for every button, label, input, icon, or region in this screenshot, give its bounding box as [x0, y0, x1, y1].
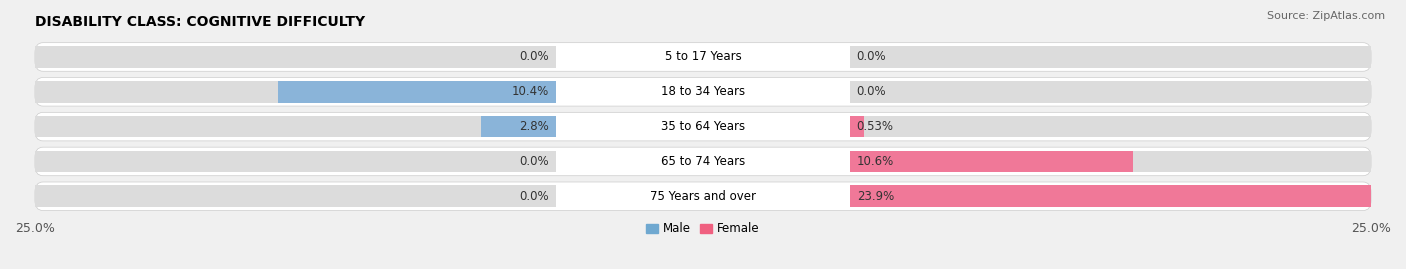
Bar [851, 151, 1133, 172]
Text: 75 Years and over: 75 Years and over [650, 190, 756, 203]
Bar [35, 81, 555, 102]
Bar [851, 116, 865, 137]
Text: 10.4%: 10.4% [512, 85, 550, 98]
Bar [851, 185, 1406, 207]
FancyBboxPatch shape [35, 182, 1371, 211]
Bar [481, 116, 555, 137]
Text: 35 to 64 Years: 35 to 64 Years [661, 120, 745, 133]
Text: Source: ZipAtlas.com: Source: ZipAtlas.com [1267, 11, 1385, 21]
Text: 0.0%: 0.0% [856, 51, 886, 63]
Text: 0.0%: 0.0% [520, 155, 550, 168]
FancyBboxPatch shape [35, 147, 1371, 176]
FancyBboxPatch shape [35, 43, 1371, 71]
Bar [851, 81, 1371, 102]
Bar [851, 116, 1371, 137]
Text: 2.8%: 2.8% [520, 120, 550, 133]
Bar [35, 151, 555, 172]
Bar [35, 185, 555, 207]
Bar [278, 81, 555, 102]
Text: 0.0%: 0.0% [520, 51, 550, 63]
Bar [851, 46, 1371, 68]
Text: 10.6%: 10.6% [856, 155, 894, 168]
Bar [35, 116, 555, 137]
Text: 0.53%: 0.53% [856, 120, 894, 133]
FancyBboxPatch shape [35, 112, 1371, 141]
Text: 65 to 74 Years: 65 to 74 Years [661, 155, 745, 168]
FancyBboxPatch shape [35, 77, 1371, 106]
Text: 23.9%: 23.9% [856, 190, 894, 203]
Text: 5 to 17 Years: 5 to 17 Years [665, 51, 741, 63]
Bar [851, 185, 1371, 207]
Text: 18 to 34 Years: 18 to 34 Years [661, 85, 745, 98]
Text: 0.0%: 0.0% [520, 190, 550, 203]
Text: 0.0%: 0.0% [856, 85, 886, 98]
Bar [35, 46, 555, 68]
Bar [851, 151, 1371, 172]
Text: DISABILITY CLASS: COGNITIVE DIFFICULTY: DISABILITY CLASS: COGNITIVE DIFFICULTY [35, 15, 366, 29]
Legend: Male, Female: Male, Female [647, 222, 759, 235]
